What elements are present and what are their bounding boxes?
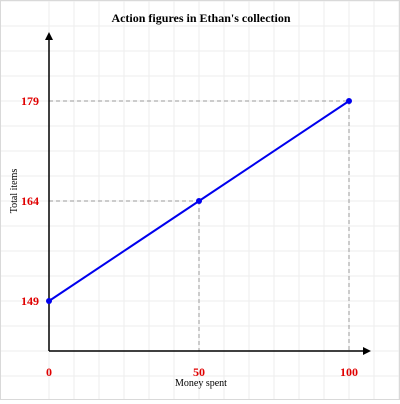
tick-labels: 0 50 100 149 164 179 (21, 94, 358, 379)
y-tick-label: 164 (21, 194, 39, 208)
y-axis-arrow-icon (45, 32, 53, 40)
x-tick-label: 100 (340, 365, 358, 379)
data-point (196, 198, 202, 204)
x-axis-label: Money spent (175, 378, 227, 389)
series (46, 98, 352, 304)
y-axis-label: Total items (9, 169, 20, 214)
y-tick-label: 149 (21, 294, 39, 308)
x-axis-arrow-icon (363, 347, 371, 355)
x-tick-label: 50 (193, 365, 205, 379)
y-tick-label: 179 (21, 94, 39, 108)
data-point (346, 98, 352, 104)
chart-title: Action figures in Ethan's collection (111, 11, 290, 25)
x-tick-label: 0 (46, 365, 52, 379)
data-point (46, 298, 52, 304)
